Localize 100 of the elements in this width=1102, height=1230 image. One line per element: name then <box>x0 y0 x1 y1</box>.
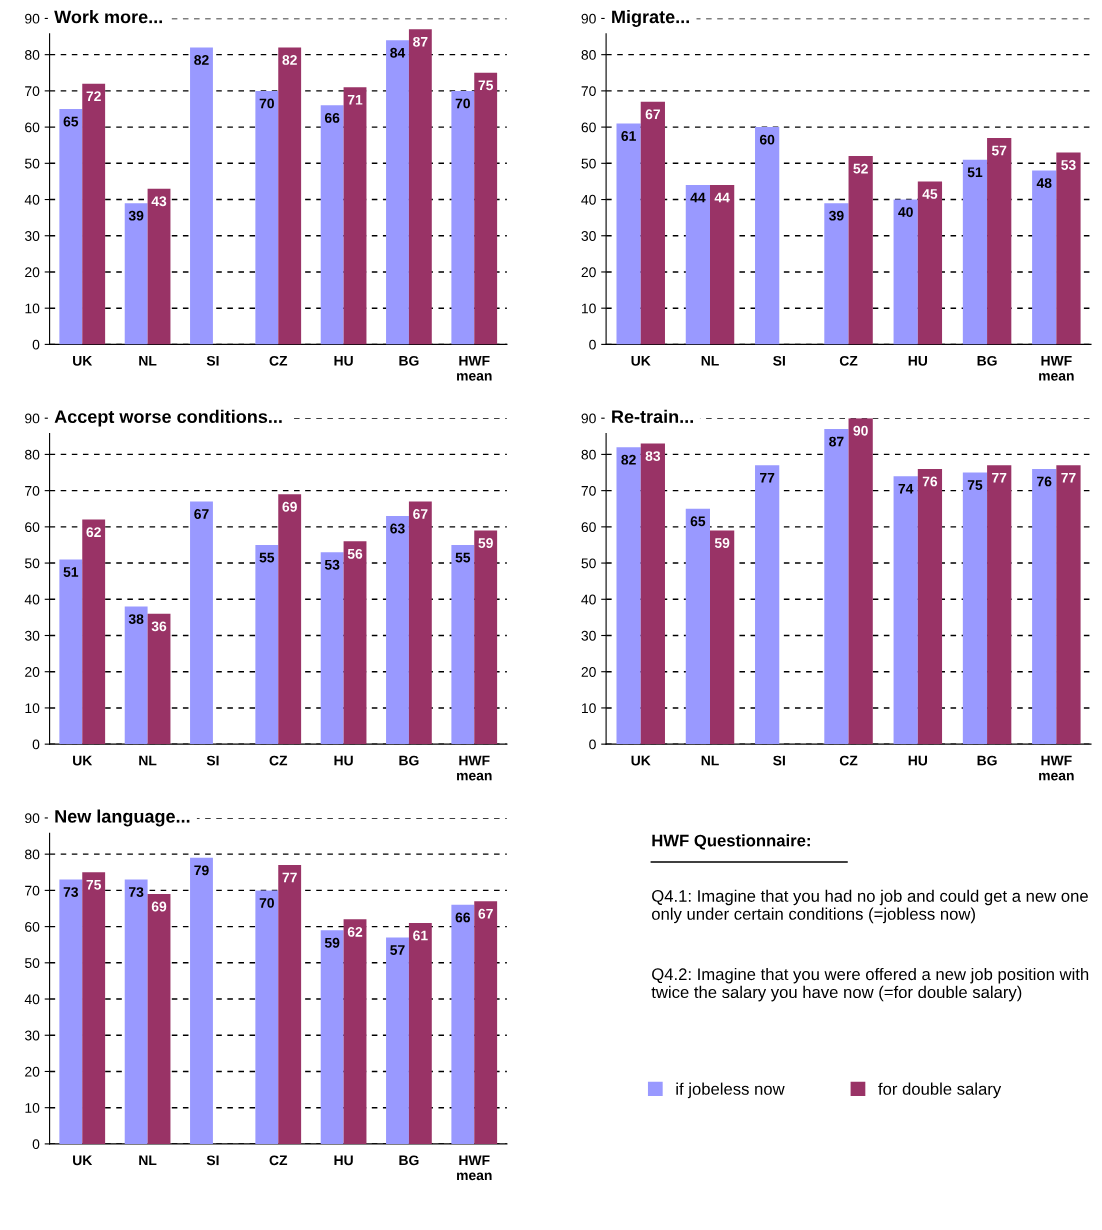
bar <box>474 530 498 745</box>
text: Q4.2: Imagine that you were offered a new job position with twice the salary you have now (=for double salary) <box>651 967 1089 1002</box>
x-tick-label: HU <box>334 755 353 766</box>
y-tick-label: 80 <box>25 50 40 60</box>
bar <box>343 87 367 345</box>
y-tick-label: 50 <box>24 558 40 569</box>
bar <box>408 922 432 1144</box>
bar <box>640 443 665 745</box>
y-tick-label: 90 <box>25 13 40 24</box>
data-label: 59 <box>714 538 730 548</box>
data-label: 87 <box>829 436 844 447</box>
x-tick-label: HWF mean <box>1039 755 1074 781</box>
data-label: 76 <box>1037 476 1052 487</box>
data-label: 62 <box>86 527 101 538</box>
data-label: 57 <box>991 145 1007 156</box>
y-tick-label: 20 <box>25 1066 40 1077</box>
data-label: 45 <box>922 189 938 199</box>
bar <box>616 447 641 745</box>
y-tick-label: 30 <box>24 1030 40 1041</box>
data-label: 67 <box>478 908 493 919</box>
data-label: 65 <box>690 516 706 527</box>
data-label: 69 <box>282 501 297 512</box>
bar <box>320 552 344 745</box>
x-tick-label: SI <box>206 1155 219 1166</box>
x-tick-label: NL <box>139 1155 157 1166</box>
x-tick-label: SI <box>206 355 219 366</box>
data-label: 67 <box>645 109 660 120</box>
x-tick-label: SI <box>773 755 785 766</box>
bar <box>451 904 475 1144</box>
y-tick-label: 60 <box>581 522 596 533</box>
bar <box>1032 170 1057 345</box>
data-label: 39 <box>128 210 144 221</box>
bar <box>59 108 83 345</box>
chart-title: New language... <box>55 809 190 827</box>
bar <box>82 519 106 745</box>
text: Q4.1: Imagine that you had no job and could get a new one only under certain conditions (=jobless now) <box>651 889 1088 924</box>
x-tick-label: SI <box>773 355 785 366</box>
x-tick-label: BG <box>399 1155 419 1166</box>
data-label: 84 <box>390 47 406 58</box>
y-tick-label: 70 <box>581 485 596 496</box>
data-label: 36 <box>151 621 167 632</box>
y-tick-label: 30 <box>581 231 596 241</box>
bar <box>987 465 1012 745</box>
chart-title: Accept worse conditions... <box>54 409 282 427</box>
bar <box>755 465 780 745</box>
data-label: 65 <box>63 116 79 127</box>
x-tick-label: CZ <box>269 755 288 766</box>
data-label: 87 <box>413 36 428 47</box>
x-tick-label: UK <box>631 755 651 766</box>
x-tick-label: NL <box>701 356 719 366</box>
x-tick-label: HWF mean <box>457 755 492 781</box>
bar <box>343 919 367 1144</box>
chart-title: Migrate... <box>612 9 689 27</box>
x-tick-label: HU <box>334 356 353 366</box>
y-tick-label: 20 <box>581 267 596 278</box>
y-tick-label: 80 <box>25 849 40 860</box>
y-tick-label: 80 <box>581 50 596 60</box>
bar <box>255 544 279 745</box>
x-tick-label: CZ <box>839 355 858 366</box>
data-label: 77 <box>992 473 1007 483</box>
data-label: 83 <box>645 451 661 462</box>
y-tick-label: 20 <box>25 667 40 677</box>
bar <box>278 47 302 345</box>
bar <box>824 429 849 745</box>
y-tick-label: 70 <box>25 485 40 496</box>
data-label: 48 <box>1036 178 1052 189</box>
bar <box>824 203 849 345</box>
bar <box>917 181 943 345</box>
bar <box>408 501 432 745</box>
data-label: 63 <box>390 523 405 534</box>
y-tick-label: 90 <box>25 813 40 824</box>
bar <box>59 879 83 1144</box>
bar <box>386 515 409 745</box>
data-label: 82 <box>282 55 297 65</box>
y-tick-label: 80 <box>581 449 596 460</box>
x-tick-label: HU <box>334 1155 353 1166</box>
y-tick-label: 40 <box>24 994 40 1005</box>
data-label: 52 <box>853 163 868 174</box>
bar <box>82 83 106 345</box>
y-tick-label: 90 <box>581 13 596 24</box>
y-tick-label: 70 <box>25 86 40 97</box>
data-label: 90 <box>853 425 868 436</box>
x-tick-label: HU <box>908 356 927 366</box>
x-tick-label: BG <box>977 755 997 766</box>
data-label: 61 <box>621 131 636 141</box>
x-tick-label: HWF mean <box>1039 356 1074 381</box>
data-label: 55 <box>259 552 275 563</box>
bar <box>124 203 148 345</box>
data-label: 55 <box>455 552 471 563</box>
bar <box>124 879 148 1144</box>
x-tick-label: NL <box>139 356 157 366</box>
y-tick-label: 20 <box>581 667 596 677</box>
data-label: 77 <box>760 473 775 483</box>
bar <box>451 544 475 745</box>
bar <box>147 613 171 745</box>
data-label: 61 <box>413 930 428 941</box>
y-tick-label: 70 <box>581 86 596 97</box>
x-tick-label: HU <box>908 755 927 766</box>
bar <box>82 872 106 1144</box>
bar <box>893 199 918 345</box>
